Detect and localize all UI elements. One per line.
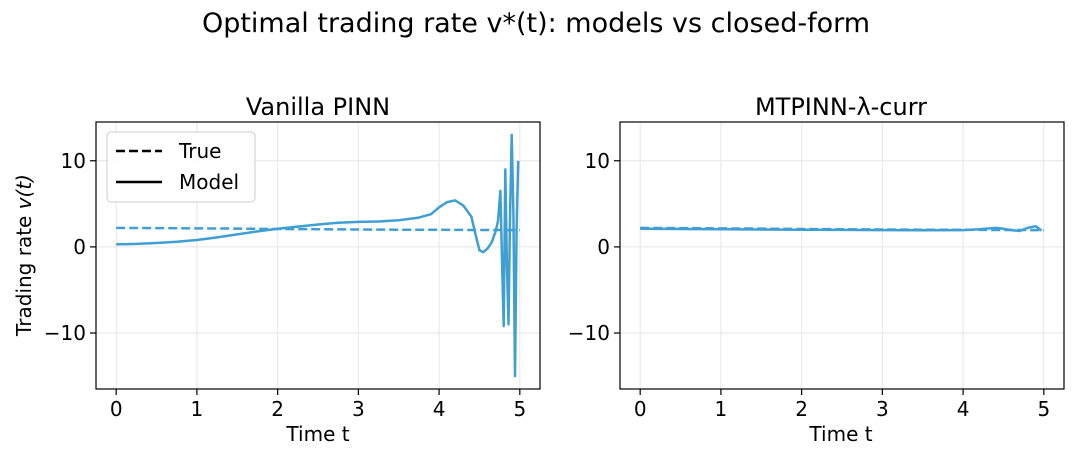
- legend-box: [106, 131, 256, 203]
- x-tick-label: 4: [957, 397, 970, 421]
- panel-title: Vanilla PINN: [246, 93, 390, 121]
- grid-layer: [620, 122, 1064, 389]
- plot-frame: [95, 121, 541, 390]
- x-tick-label: 5: [1037, 397, 1050, 421]
- x-tick-label: 1: [191, 397, 204, 421]
- panel-mtpinn: MTPINN-λ-curr 0 1 2 3 4 5 −10 0 10 Time t: [568, 93, 1065, 446]
- y-tick-label: −10: [44, 321, 86, 345]
- y-axis-label: Trading rate v(t): [12, 174, 36, 337]
- y-tick-label: −10: [568, 321, 610, 345]
- y-tick-label: 0: [73, 235, 86, 259]
- x-tick-label: 0: [634, 397, 647, 421]
- ticks-layer: 0 1 2 3 4 5 −10 0 10: [44, 149, 526, 421]
- x-tick-label: 5: [513, 397, 526, 421]
- x-axis-label: Time t: [808, 422, 872, 446]
- x-tick-label: 2: [271, 397, 284, 421]
- panel-vanilla-pinn: Vanilla PINN 0 1 2 3 4 5 −10 0 10 Time t Trading…: [12, 93, 541, 446]
- y-axis-label-math: v(t): [12, 174, 36, 209]
- series-line-model: [116, 133, 520, 378]
- figure-suptitle: Optimal trading rate v*(t): models vs cl…: [202, 8, 870, 39]
- x-tick-label: 4: [433, 397, 446, 421]
- x-axis-label: Time t: [285, 422, 349, 446]
- x-tick-label: 1: [715, 397, 728, 421]
- series-line-model: [640, 224, 1043, 233]
- plot-frame: [619, 121, 1065, 390]
- x-tick-label: 3: [876, 397, 889, 421]
- ticks-layer: 0 1 2 3 4 5 −10 0 10: [568, 149, 1050, 421]
- series-layer: [116, 133, 520, 378]
- y-tick-label: 0: [597, 235, 610, 259]
- x-tick-label: 3: [352, 397, 365, 421]
- y-tick-label: 10: [61, 149, 86, 173]
- series-layer: [640, 224, 1044, 233]
- x-tick-label: 0: [110, 397, 123, 421]
- series-line-true: [116, 226, 520, 232]
- y-tick-label: 10: [585, 149, 610, 173]
- x-tick-label: 2: [795, 397, 808, 421]
- legend: True Model: [106, 131, 256, 203]
- y-axis-label-text: Trading rate: [12, 209, 36, 337]
- panel-title: MTPINN-λ-curr: [755, 93, 927, 121]
- legend-true-label: True: [178, 139, 221, 163]
- legend-model-label: Model: [179, 170, 239, 194]
